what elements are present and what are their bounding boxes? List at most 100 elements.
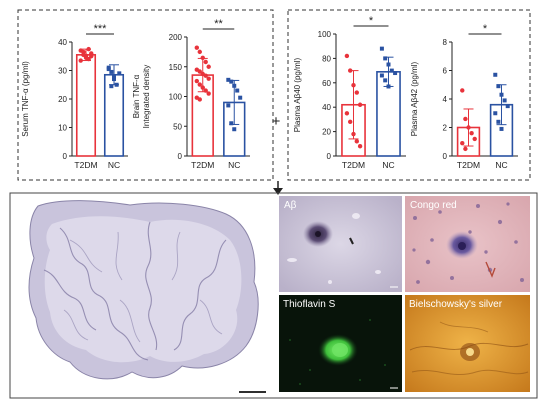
plasma-frame [287, 9, 531, 181]
data-point [460, 88, 465, 93]
down-arrow-icon [273, 181, 283, 195]
data-point [235, 88, 240, 93]
data-point [389, 68, 394, 73]
y-tick-label: 100 [318, 30, 332, 39]
data-point [229, 79, 234, 84]
data-point [238, 95, 243, 100]
data-point [496, 119, 501, 124]
y-tick-label: 50 [173, 122, 182, 131]
chart-plasma-abeta40: 0 20 40 60 80 100 Plasma Aβ40 (pg/ml) T2DM NC * [293, 15, 406, 170]
chart-brain-tnf: 0 50 100 150 200 Brain TNF-α Integrated densit… [132, 18, 250, 170]
data-point [81, 52, 86, 58]
significance-mark: ** [214, 18, 223, 30]
data-point [197, 49, 202, 55]
data-point [383, 56, 388, 61]
y-tick-label: 2 [443, 124, 448, 133]
data-point [499, 92, 504, 97]
x-tick-label: T2DM [191, 160, 214, 170]
bar-nc [103, 73, 125, 157]
y-tick-label: 0 [63, 152, 68, 161]
data-point [493, 111, 498, 116]
x-tick-label: T2DM [457, 160, 480, 170]
data-point [357, 144, 363, 149]
abeta-stain-panel: Aβ [279, 196, 402, 292]
abeta-label: Aβ [284, 200, 297, 211]
y-tick-label: 40 [58, 38, 67, 47]
data-point [232, 83, 237, 88]
data-point [109, 69, 114, 74]
data-point [200, 55, 205, 61]
y-tick-label: 40 [322, 103, 331, 112]
x-tick-label: NC [495, 160, 507, 170]
data-point [203, 73, 208, 78]
significance-mark: * [369, 15, 374, 27]
data-point [505, 104, 510, 109]
data-point [351, 83, 356, 88]
x-tick-label: NC [382, 160, 394, 170]
y-tick-label: 0 [327, 152, 332, 161]
data-point [379, 46, 384, 51]
x-tick-label: NC [108, 160, 120, 170]
data-point [386, 84, 391, 89]
data-point [203, 59, 208, 65]
chart-plasma-abeta42: 0 2 4 6 8 Plasma Aβ42 (pg/ml) T2DM NC * [410, 23, 518, 170]
data-point [348, 119, 353, 125]
data-point [206, 64, 211, 69]
data-point [348, 68, 353, 73]
y-axis-label: Brain TNF-α [132, 74, 141, 118]
y-tick-label: 30 [58, 67, 67, 76]
y-tick-label: 80 [322, 54, 331, 63]
data-point [232, 127, 237, 132]
data-point [112, 77, 116, 82]
data-point [78, 58, 83, 63]
thioflavin-label: Thioflavin S [283, 299, 336, 310]
data-point [379, 73, 384, 78]
data-point [354, 139, 359, 144]
data-point [357, 102, 363, 107]
x-tick-label: NC [228, 160, 240, 170]
thioflavin-panel: Thioflavin S [279, 295, 402, 392]
data-point [469, 131, 474, 136]
data-point [383, 78, 388, 83]
data-point [354, 90, 359, 95]
data-point [351, 131, 356, 137]
y-axis-label: Integrated density [142, 65, 151, 129]
y-tick-label: 100 [169, 93, 183, 102]
data-point [344, 53, 350, 59]
data-point [203, 88, 208, 93]
data-point [106, 67, 111, 72]
histology-frame [9, 192, 538, 399]
x-tick-label: T2DM [74, 160, 97, 170]
y-tick-label: 10 [58, 124, 67, 133]
serum-brain-frame [17, 9, 274, 181]
y-tick-label: 0 [178, 152, 183, 161]
data-point [200, 85, 205, 90]
data-point [463, 146, 468, 152]
data-point [86, 46, 91, 52]
data-point [194, 78, 200, 84]
data-point [463, 116, 468, 122]
bielschowsky-panel: Bielschowsky's silver [405, 295, 530, 392]
y-axis-label: Serum TNF-α (pg/ml) [21, 61, 30, 137]
data-point [393, 71, 398, 76]
data-point [197, 69, 202, 74]
x-tick-label: T2DM [342, 160, 365, 170]
data-point [112, 74, 116, 79]
congo-red-panel: Congo red [405, 196, 530, 292]
y-tick-label: 8 [443, 38, 448, 47]
data-point [197, 82, 202, 87]
data-point [83, 55, 89, 60]
bielschowsky-label: Bielschowsky's silver [409, 299, 503, 310]
data-point [226, 77, 231, 82]
y-tick-label: 200 [169, 33, 183, 42]
data-point [344, 111, 350, 116]
data-point [197, 97, 202, 102]
y-tick-label: 4 [443, 95, 448, 104]
y-axis-label: Plasma Aβ40 (pg/ml) [293, 57, 302, 132]
data-point [206, 76, 211, 81]
data-point [472, 136, 477, 142]
y-axis-label: Plasma Aβ42 (pg/ml) [410, 61, 419, 136]
data-point [89, 54, 94, 59]
data-point [466, 125, 471, 130]
